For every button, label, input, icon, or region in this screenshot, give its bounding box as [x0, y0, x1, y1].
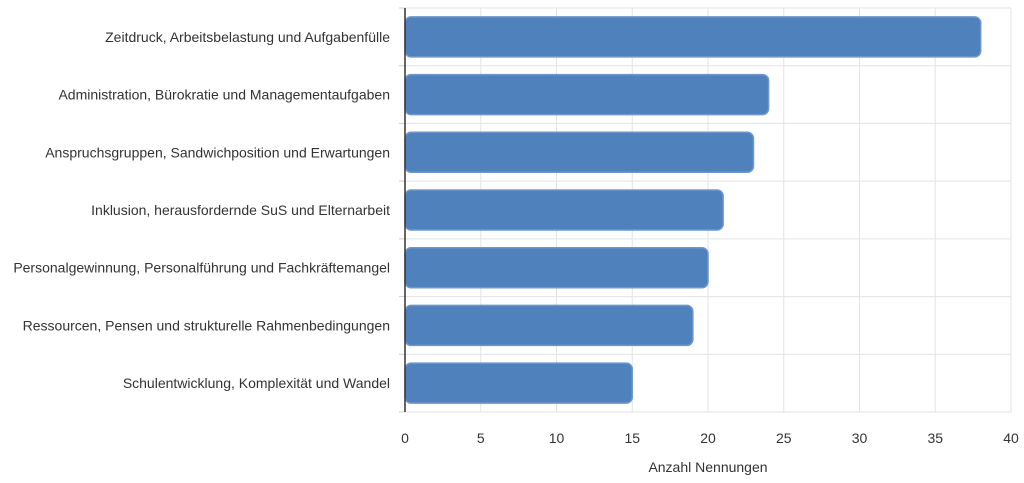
bar[interactable] [404, 189, 724, 231]
category-label: Inklusion, herausfordernde SuS und Elter… [91, 202, 390, 218]
bar[interactable] [404, 246, 709, 289]
x-tick-label: 10 [549, 430, 565, 446]
x-tick-label: 5 [477, 430, 485, 446]
category-label: Ressourcen, Pensen und strukturelle Rahm… [23, 317, 390, 333]
bar[interactable] [404, 362, 633, 404]
category-label: Administration, Bürokratie und Managemen… [58, 87, 390, 103]
category-label: Zeitdruck, Arbeitsbelastung und Aufgaben… [105, 29, 390, 45]
category-label: Schulentwicklung, Komplexität und Wandel [123, 375, 390, 391]
x-tick-label: 0 [401, 430, 409, 446]
bar-layer [404, 16, 982, 404]
bar[interactable] [404, 304, 694, 347]
x-tick-label: 20 [700, 430, 716, 446]
category-label: Personalgewinnung, Personalführung und F… [13, 260, 390, 276]
x-tick-label: 15 [624, 430, 640, 446]
x-tick-label: 40 [1003, 430, 1019, 446]
bar[interactable] [404, 131, 755, 174]
category-label: Anspruchsgruppen, Sandwichposition und E… [45, 144, 390, 160]
x-tick-layer: 0 5 10 15 20 25 30 35 40 [401, 430, 1019, 446]
x-tick-label: 25 [776, 430, 792, 446]
grid-layer [399, 7, 1012, 413]
x-axis-title: Anzahl Nennungen [648, 459, 767, 475]
bar[interactable] [404, 73, 770, 116]
x-tick-label: 35 [927, 430, 943, 446]
category-label-layer: Zeitdruck, Arbeitsbelastung und Aufgaben… [13, 29, 390, 391]
bar[interactable] [404, 16, 982, 58]
x-tick-label: 30 [852, 430, 868, 446]
